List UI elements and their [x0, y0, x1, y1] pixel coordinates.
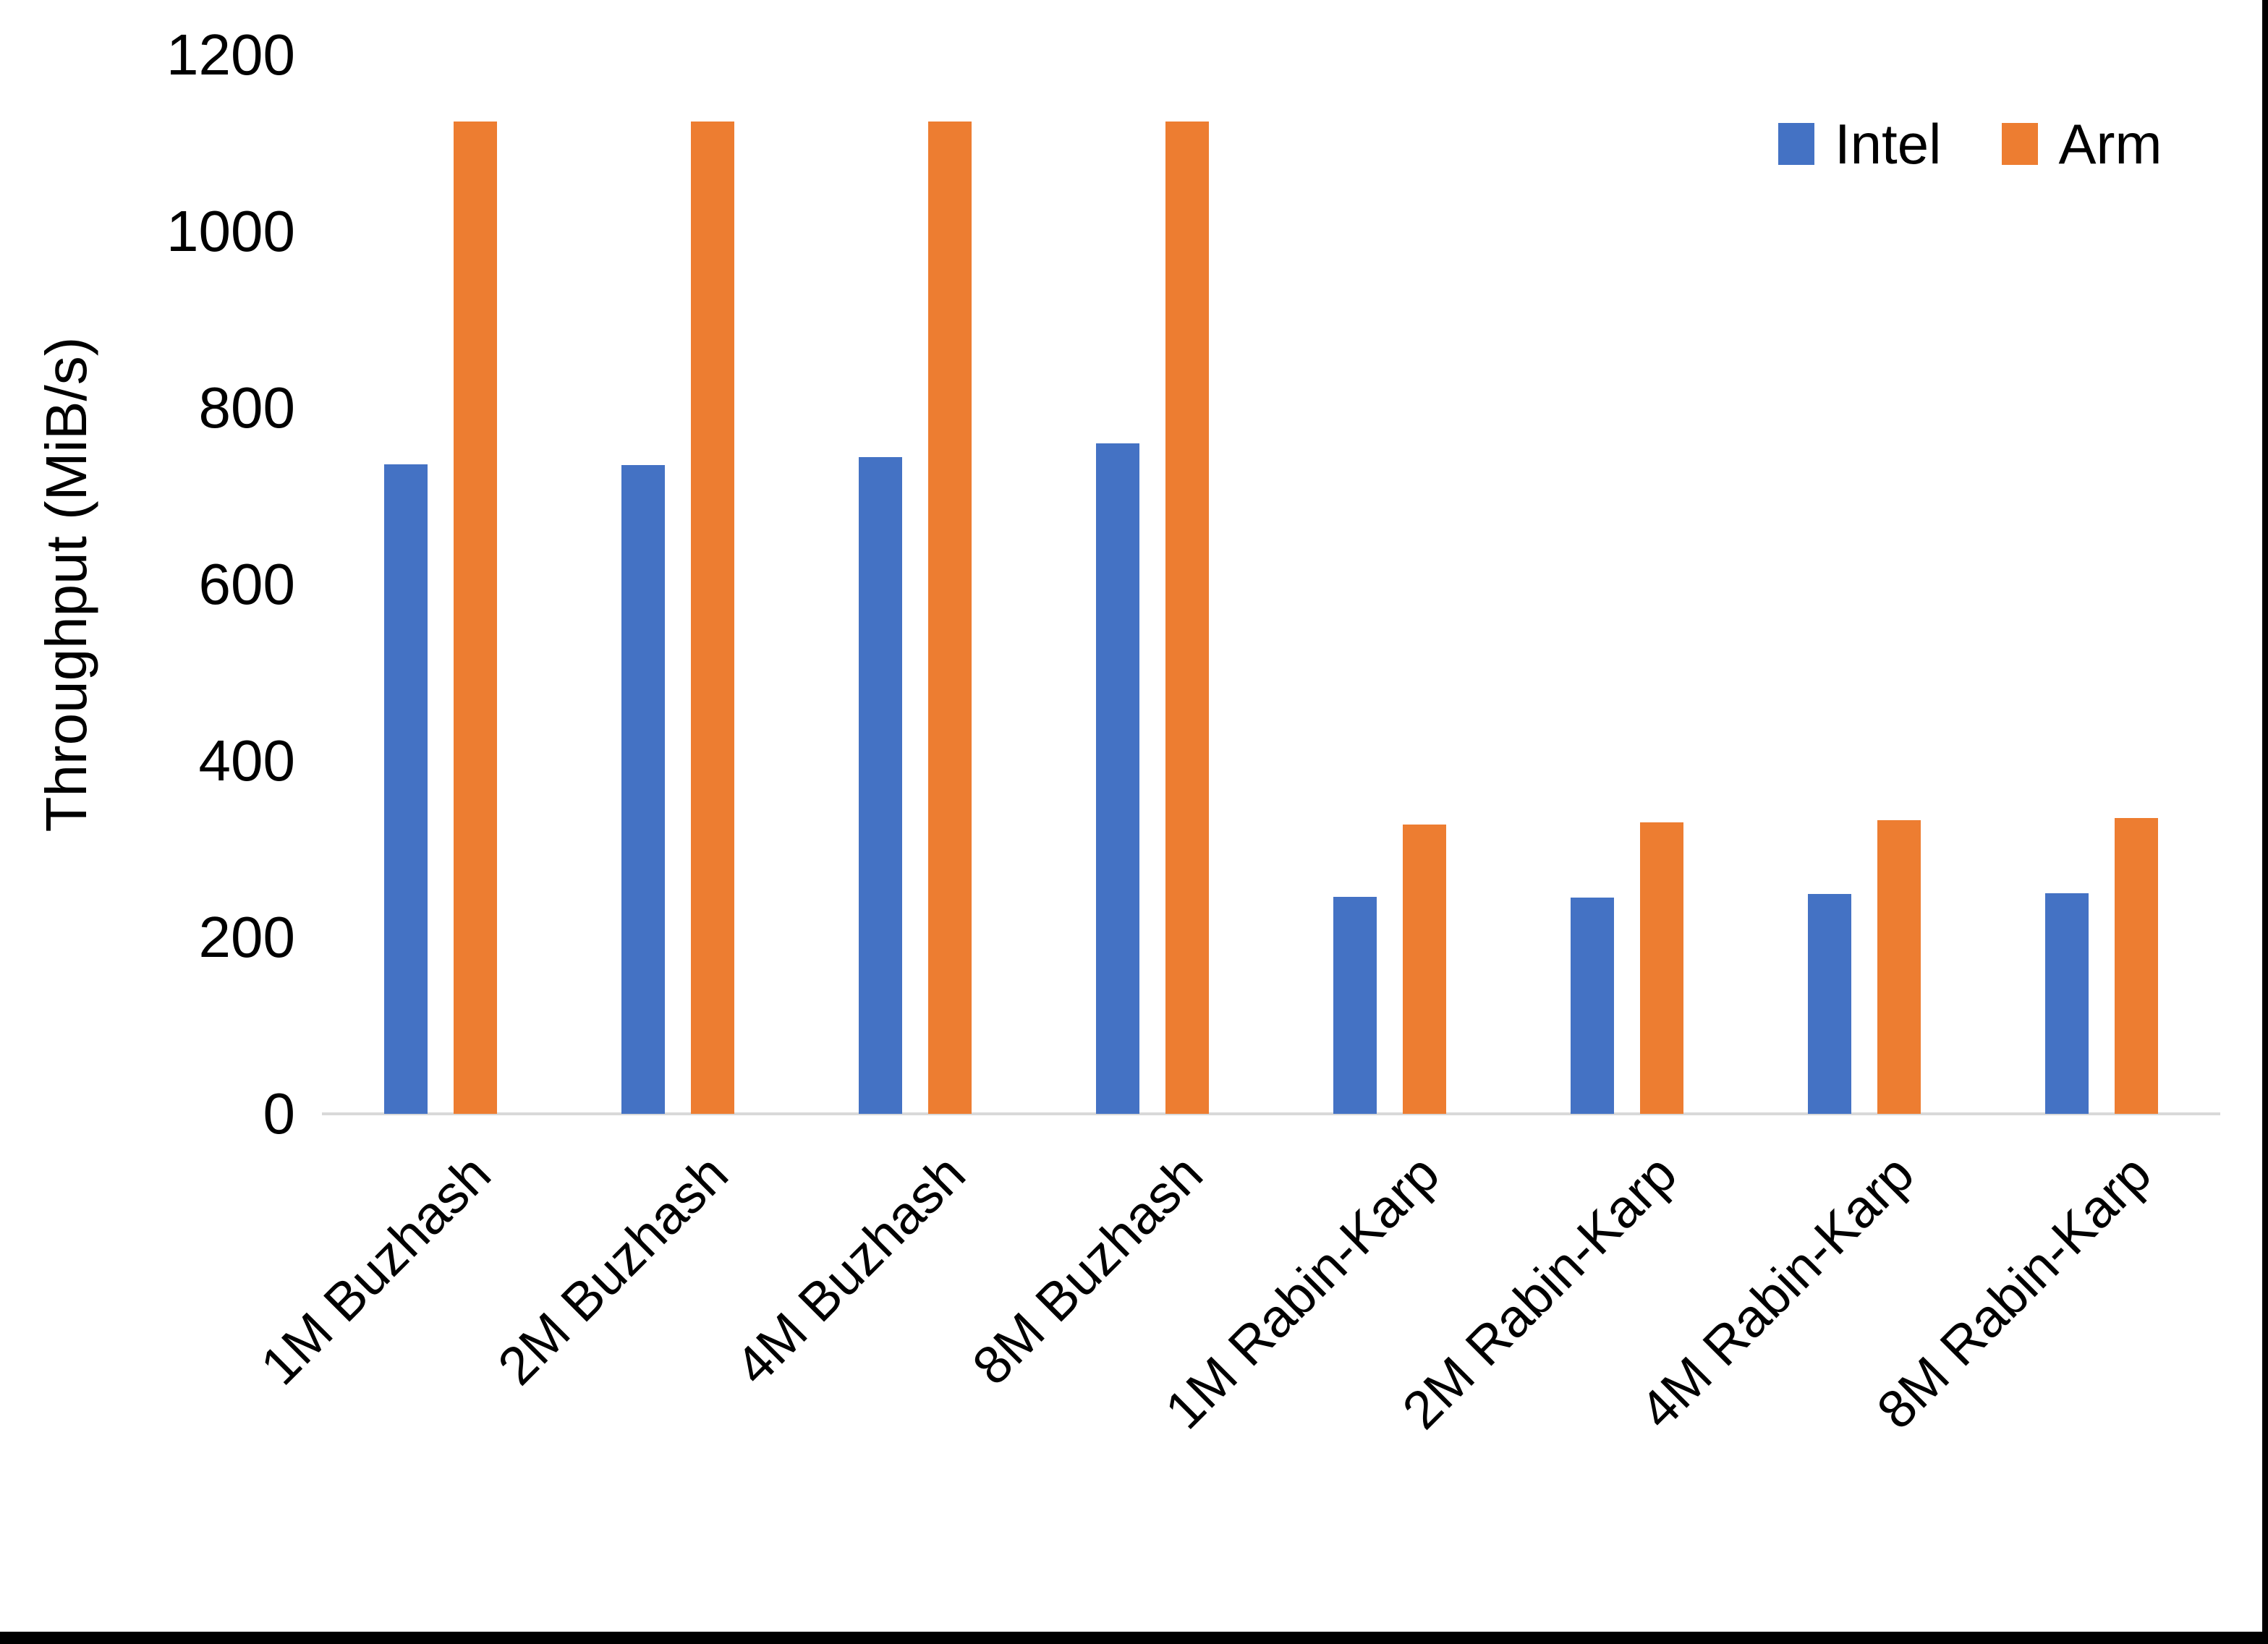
bar-intel-4m-buzhash	[859, 457, 902, 1114]
bar-arm-2m-buzhash	[691, 121, 734, 1114]
bar-arm-1m-buzhash	[454, 121, 497, 1114]
bar-arm-4m-rabin-karp	[1877, 819, 1921, 1114]
legend-swatch-arm	[2002, 123, 2039, 165]
y-tick-label-1000: 1000	[166, 199, 295, 263]
x-category-label-text: 1M Buzhash	[248, 1143, 502, 1397]
bar-arm-4m-buzhash	[928, 121, 972, 1114]
screenshot-right-border	[2262, 0, 2268, 1644]
x-axis-line	[322, 1112, 2220, 1115]
x-category-label-text: 8M Buzhash	[960, 1143, 1214, 1397]
y-tick-label-0: 0	[263, 1081, 296, 1146]
legend-label-arm: Arm	[2058, 112, 2162, 176]
bar-arm-8m-rabin-karp	[2115, 818, 2158, 1114]
x-category-label-text: 2M Buzhash	[485, 1143, 739, 1397]
bar-intel-2m-buzhash	[621, 465, 665, 1114]
bar-intel-8m-rabin-karp	[2045, 893, 2089, 1114]
screenshot-bottom-border	[0, 1632, 2268, 1644]
y-tick-label-600: 600	[198, 552, 295, 616]
y-tick-label-1200: 1200	[166, 22, 295, 87]
y-tick-label-800: 800	[198, 375, 295, 440]
legend-item-arm: Arm	[2002, 116, 2162, 172]
bar-intel-8m-buzhash	[1096, 443, 1139, 1114]
x-category-label-text: 4M Buzhash	[723, 1143, 977, 1397]
bar-arm-1m-rabin-karp	[1403, 824, 1446, 1114]
y-tick-label-400: 400	[198, 728, 295, 793]
bar-intel-1m-rabin-karp	[1333, 896, 1377, 1114]
legend: Intel Arm	[1778, 116, 2162, 172]
y-tick-label-200: 200	[198, 905, 295, 969]
legend-label-intel: Intel	[1835, 112, 1942, 176]
bar-intel-1m-buzhash	[384, 464, 428, 1114]
legend-swatch-intel	[1778, 123, 1814, 165]
bar-intel-2m-rabin-karp	[1571, 898, 1614, 1114]
legend-item-intel: Intel	[1778, 116, 1941, 172]
bar-intel-4m-rabin-karp	[1808, 894, 1851, 1114]
bar-arm-2m-rabin-karp	[1640, 822, 1683, 1114]
bar-arm-8m-buzhash	[1165, 121, 1209, 1114]
